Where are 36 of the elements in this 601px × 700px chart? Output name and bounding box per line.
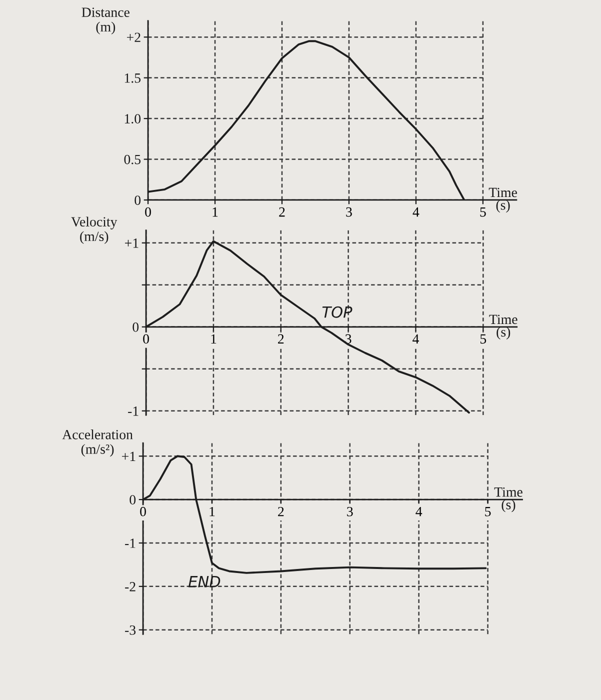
x-axis-title: Time (s) [494, 487, 522, 512]
x-tick-label: 2 [279, 207, 285, 217]
y-tick-label: 0.5 [124, 154, 141, 164]
x-tick-label: 5 [480, 207, 486, 217]
x-tick-label: 5 [485, 507, 491, 516]
x-axis-title: Time (s) [488, 188, 517, 213]
x-axis-title: Time (s) [489, 314, 518, 340]
y-tick-label: +1 [125, 238, 138, 248]
x-tick-label: 5 [480, 334, 486, 344]
y-tick-label: -1 [125, 538, 136, 548]
x-tick-label: 2 [278, 334, 284, 344]
y-axis-title: Velocity (m/s) [71, 216, 118, 244]
x-tick-label: 3 [347, 506, 353, 516]
x-tick-label: 2 [278, 506, 284, 516]
x-tick-label: 1 [211, 334, 216, 344]
annotation: END [188, 576, 220, 588]
x-tick-label: 0 [145, 207, 151, 217]
y-tick-label: -3 [125, 625, 136, 635]
y-tick-label: 0 [134, 196, 141, 205]
x-tick-label: 4 [412, 207, 420, 217]
y-axis-title: Distance (m) [82, 8, 130, 34]
x-tick-label: 1 [212, 207, 218, 217]
y-tick-label: +2 [127, 32, 140, 42]
y-tick-label: +1 [122, 452, 136, 461]
y-tick-label: 0 [132, 322, 139, 332]
x-tick-label: 3 [346, 207, 352, 217]
x-tick-label: 4 [412, 334, 419, 344]
x-tick-label: 4 [416, 507, 422, 516]
y-tick-label: -1 [128, 406, 138, 416]
x-tick-label: 0 [143, 334, 149, 344]
x-tick-label: 1 [210, 506, 215, 516]
y-tick-label: -2 [125, 582, 136, 592]
y-tick-label: 1.0 [124, 114, 141, 124]
y-tick-label: 1.5 [124, 73, 141, 83]
y-tick-label: 0 [130, 495, 136, 505]
annotation: TOP [322, 306, 352, 318]
